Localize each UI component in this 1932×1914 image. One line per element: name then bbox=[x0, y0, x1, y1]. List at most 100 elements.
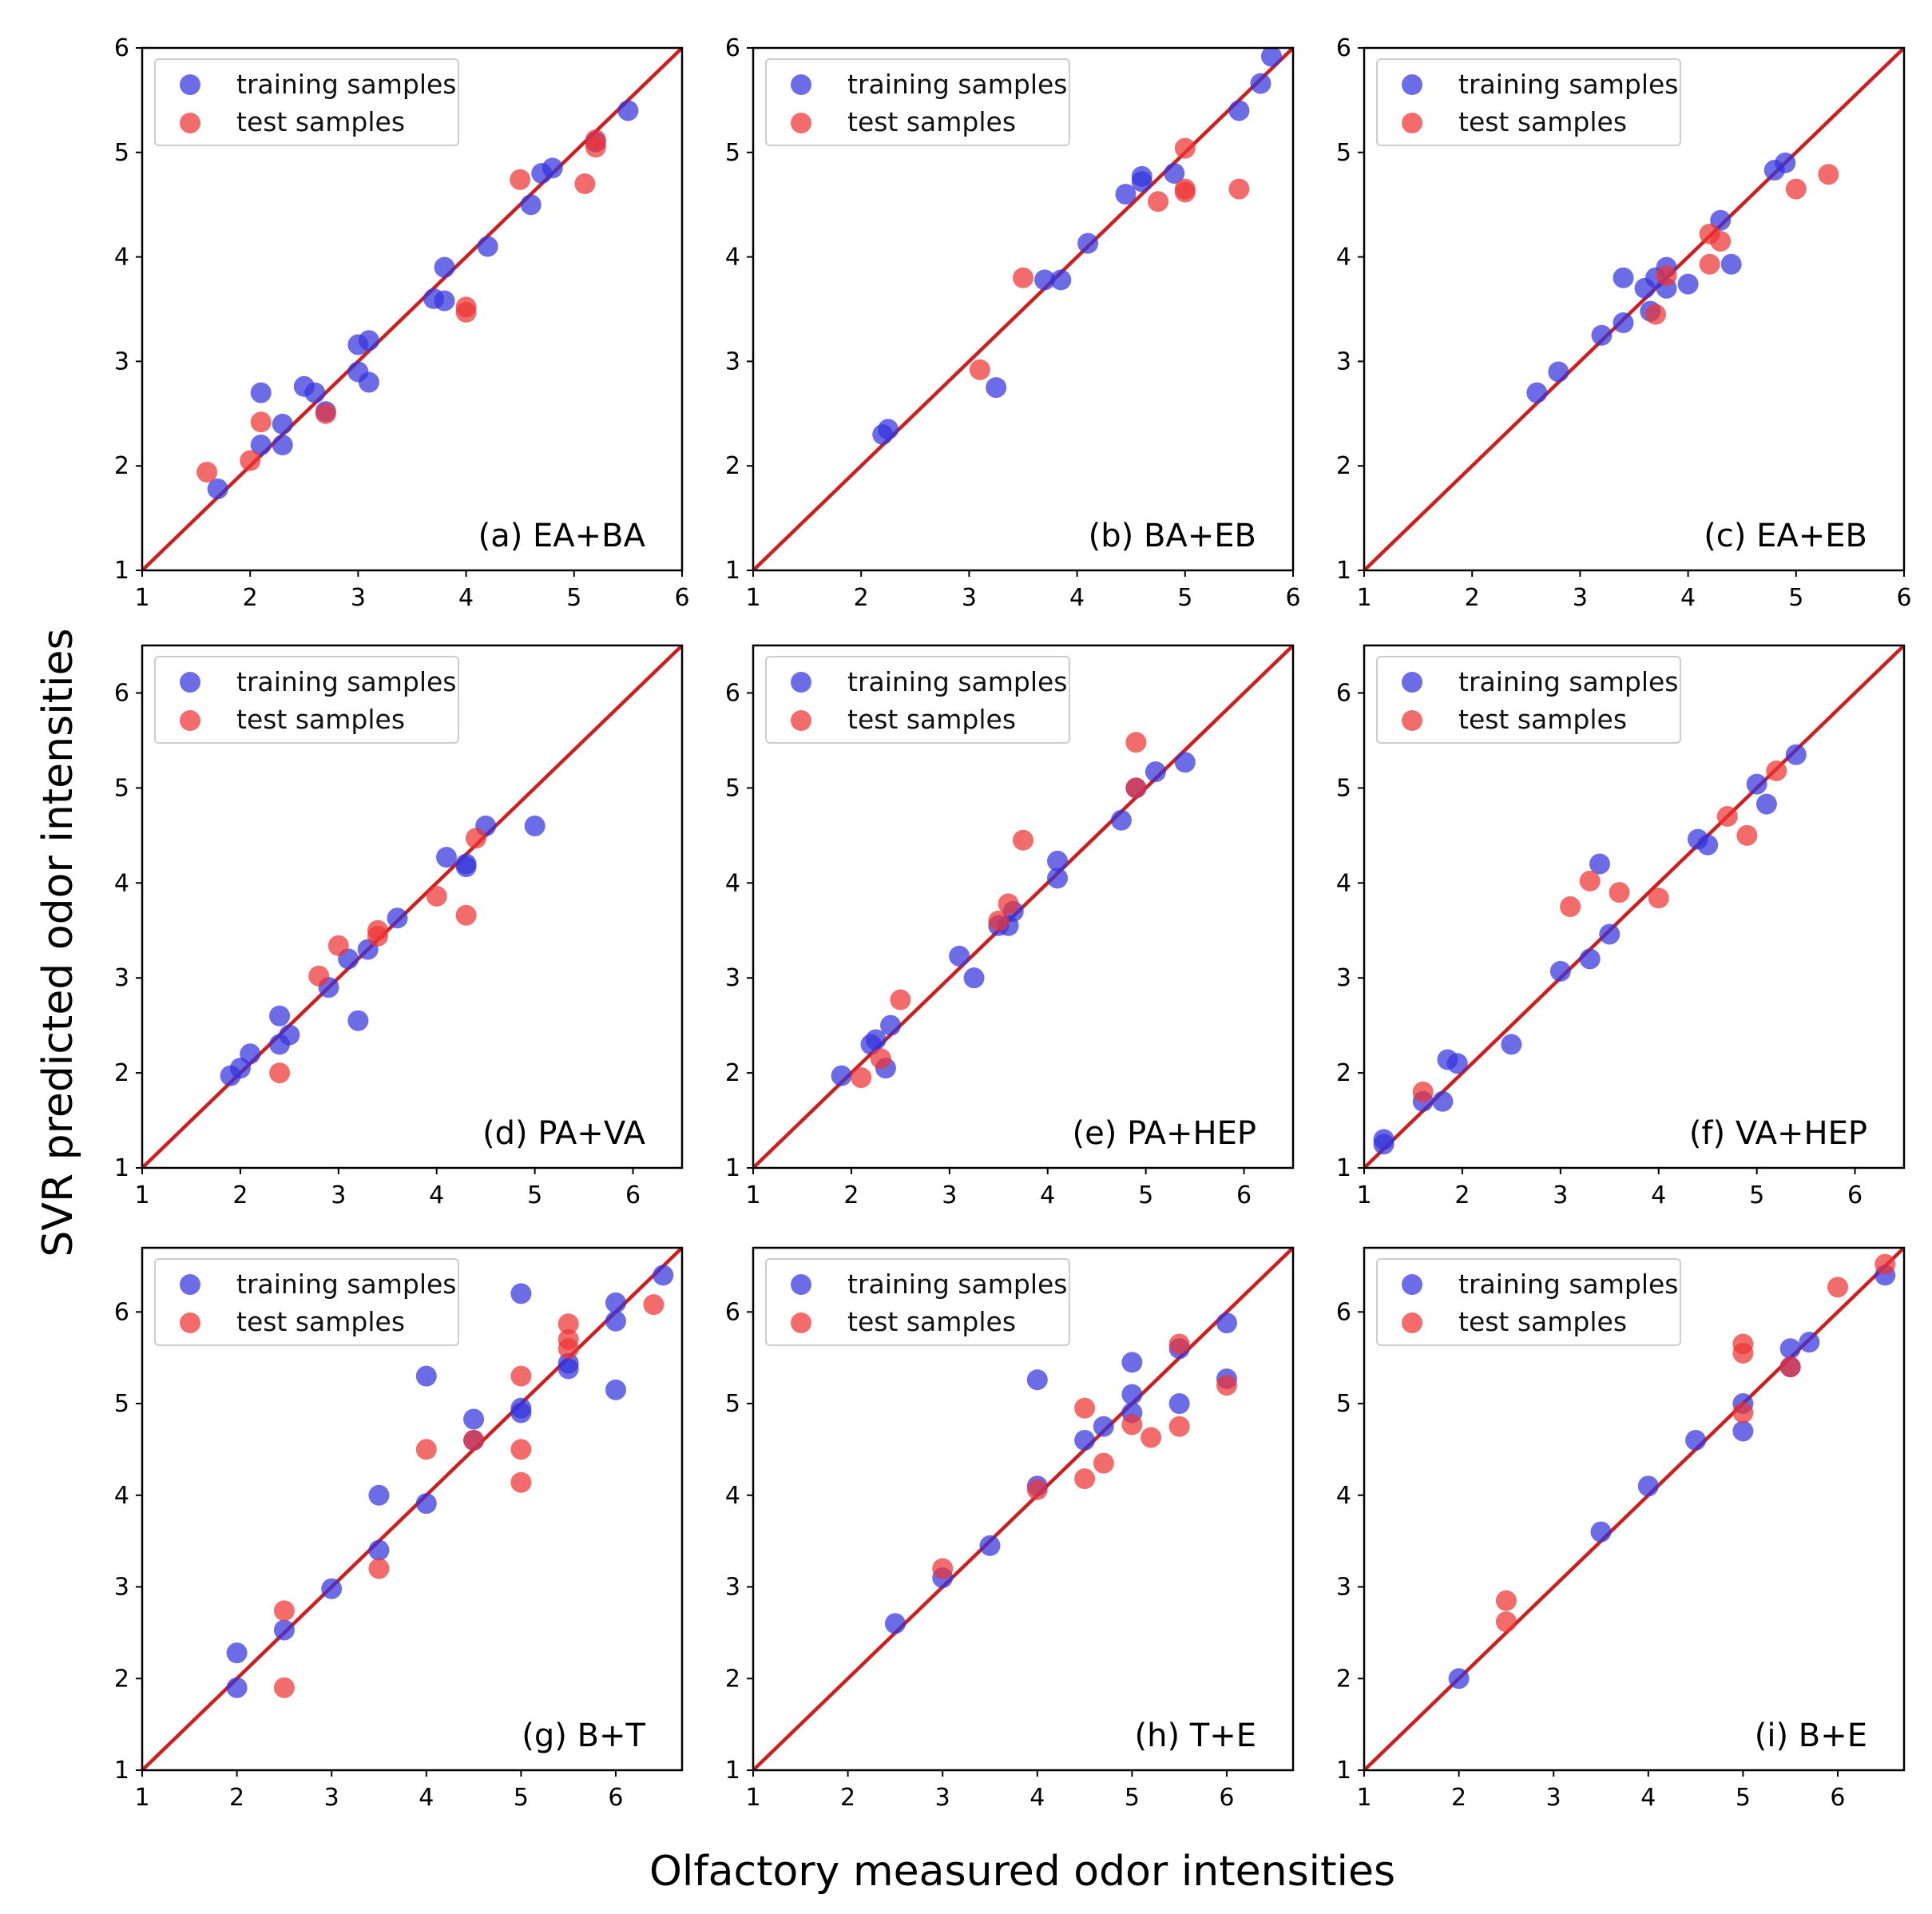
y-tick-label: 4 bbox=[114, 244, 129, 272]
training-point bbox=[1121, 1352, 1143, 1373]
training-point bbox=[1590, 1521, 1612, 1543]
training-point bbox=[358, 371, 379, 393]
plot-frame bbox=[1363, 644, 1906, 1169]
y-tick-label: 2 bbox=[1336, 452, 1351, 480]
test-point bbox=[455, 904, 477, 926]
x-tick-label: 4 bbox=[1651, 1181, 1666, 1209]
x-tick-label: 3 bbox=[1573, 584, 1588, 612]
test-point bbox=[1216, 1375, 1237, 1396]
x-tick-label: 2 bbox=[1451, 1784, 1466, 1812]
training-point bbox=[1746, 773, 1767, 795]
test-point bbox=[1125, 777, 1147, 799]
x-tick-label: 6 bbox=[1847, 1181, 1863, 1209]
x-tick-label: 6 bbox=[674, 584, 689, 612]
training-point bbox=[1526, 382, 1548, 403]
training-point bbox=[1026, 1369, 1048, 1391]
legend: training samples test samples bbox=[154, 58, 459, 146]
legend-training-marker bbox=[180, 672, 200, 693]
y-tick-label: 3 bbox=[114, 347, 129, 375]
test-point bbox=[1412, 1081, 1434, 1102]
test-point bbox=[426, 885, 447, 907]
test-point bbox=[574, 173, 596, 195]
training-point bbox=[1579, 948, 1601, 970]
plot-frame bbox=[1363, 1246, 1906, 1772]
training-point bbox=[1775, 152, 1796, 173]
x-tick-label: 6 bbox=[1896, 584, 1911, 612]
legend-test-label: test samples bbox=[236, 106, 405, 137]
test-point bbox=[1648, 888, 1669, 909]
x-tick-label: 5 bbox=[1736, 1784, 1751, 1812]
training-point bbox=[207, 478, 228, 499]
y-tick-label: 5 bbox=[1336, 139, 1351, 167]
x-tick-label: 1 bbox=[134, 584, 149, 612]
x-tick-label: 6 bbox=[608, 1784, 623, 1812]
x-tick-label: 2 bbox=[843, 1181, 859, 1209]
training-point bbox=[455, 853, 477, 875]
training-point bbox=[557, 1352, 579, 1374]
test-point bbox=[1779, 1356, 1801, 1378]
test-point bbox=[1074, 1397, 1096, 1419]
panel-2: 1 2 3 4 5 6 1 2 3 4 5 6 training samples test samples… bbox=[725, 34, 1301, 612]
training-point bbox=[1093, 1416, 1114, 1437]
training-point bbox=[1613, 312, 1634, 334]
training-point bbox=[347, 1010, 369, 1031]
training-point bbox=[358, 330, 379, 351]
y-tick-label: 3 bbox=[725, 347, 740, 375]
test-point bbox=[1736, 824, 1758, 846]
training-point bbox=[477, 236, 498, 257]
test-point bbox=[932, 1558, 954, 1579]
panel-4: 1 2 3 4 5 6 1 2 3 4 5 6 training samples test samples… bbox=[114, 644, 684, 1209]
y-tick-label: 5 bbox=[725, 1390, 740, 1418]
legend-box bbox=[154, 656, 459, 744]
training-point bbox=[250, 382, 272, 403]
test-point bbox=[1874, 1253, 1896, 1275]
legend-test-label: test samples bbox=[236, 1306, 405, 1337]
x-tick-label: 2 bbox=[1465, 584, 1480, 612]
training-point bbox=[880, 1015, 902, 1036]
reference-line bbox=[753, 48, 1293, 570]
legend-training-marker bbox=[1402, 672, 1422, 693]
y-tick-label: 3 bbox=[1336, 347, 1351, 375]
test-point bbox=[510, 1439, 532, 1460]
test-point bbox=[308, 965, 330, 987]
training-point bbox=[1164, 162, 1185, 184]
training-point bbox=[434, 290, 455, 312]
legend-training-label: training samples bbox=[847, 69, 1068, 100]
y-tick-label: 1 bbox=[725, 1154, 740, 1182]
test-point bbox=[510, 169, 531, 190]
y-tick-label: 6 bbox=[725, 679, 740, 707]
test-point bbox=[1168, 1416, 1190, 1437]
test-point bbox=[510, 1365, 532, 1387]
y-tick-label: 4 bbox=[725, 1482, 740, 1510]
x-tick-label: 4 bbox=[419, 1784, 434, 1812]
test-point bbox=[1495, 1611, 1517, 1633]
y-tick-label: 4 bbox=[1336, 244, 1351, 272]
panel-3: 1 2 3 4 5 6 1 2 3 4 5 6 training samples test samples… bbox=[1336, 34, 1912, 612]
x-tick-label: 1 bbox=[134, 1784, 149, 1812]
test-point bbox=[315, 403, 336, 424]
x-tick-label: 3 bbox=[324, 1784, 339, 1812]
training-point bbox=[1785, 744, 1807, 765]
panel-1: 1 2 3 4 5 6 1 2 3 4 5 6 training samples test samples… bbox=[114, 34, 690, 612]
training-point bbox=[272, 413, 293, 435]
x-tick-label: 4 bbox=[1040, 1181, 1055, 1209]
legend-training-marker bbox=[180, 74, 200, 95]
reference-line bbox=[1364, 645, 1904, 1168]
x-tick-label: 5 bbox=[1788, 584, 1803, 612]
test-point bbox=[1710, 230, 1732, 252]
panel-5: 1 2 3 4 5 6 1 2 3 4 5 6 training samples test samples… bbox=[725, 644, 1295, 1209]
y-tick-label: 2 bbox=[114, 1059, 129, 1087]
panels: 1 2 3 4 5 6 1 2 3 4 5 6 training samples test samples… bbox=[114, 34, 1912, 1812]
test-point bbox=[1699, 253, 1720, 275]
test-point bbox=[1013, 267, 1033, 288]
test-point bbox=[1125, 732, 1147, 753]
reference-line bbox=[753, 1248, 1293, 1770]
legend-test-marker bbox=[1402, 113, 1422, 133]
y-tick-label: 6 bbox=[1336, 1298, 1351, 1326]
legend-training-marker bbox=[791, 74, 811, 95]
legend-test-marker bbox=[180, 113, 200, 133]
test-point bbox=[988, 910, 1010, 931]
training-point bbox=[1077, 232, 1099, 254]
x-tick-label: 1 bbox=[745, 584, 760, 612]
training-point bbox=[884, 1613, 906, 1634]
